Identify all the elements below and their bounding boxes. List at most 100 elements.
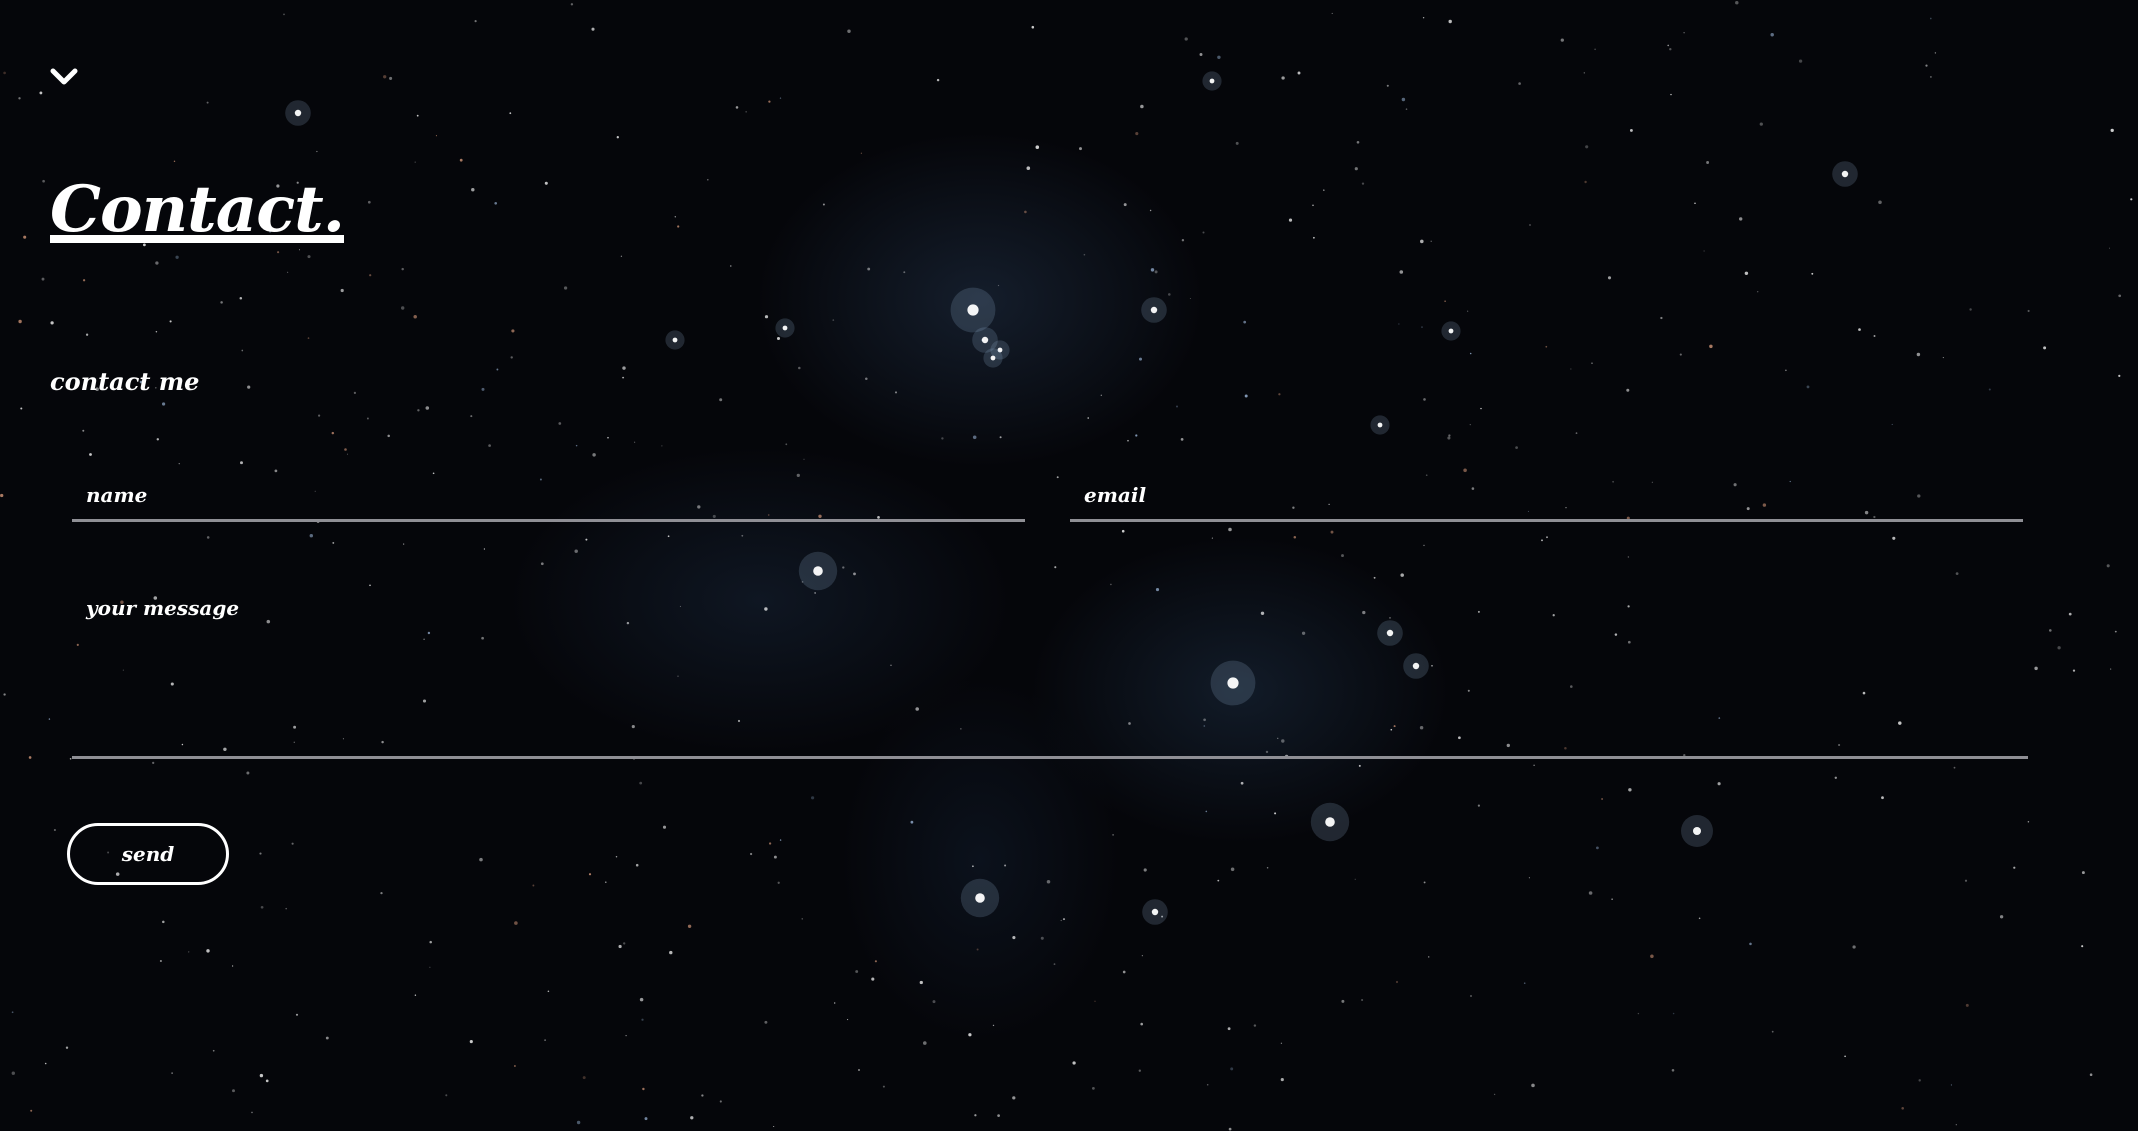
star bbox=[773, 1125, 775, 1128]
star bbox=[387, 434, 390, 438]
star bbox=[860, 152, 863, 154]
star bbox=[1031, 25, 1035, 29]
star bbox=[11, 1071, 15, 1075]
star bbox=[1430, 240, 1432, 242]
star bbox=[346, 453, 349, 455]
star bbox=[585, 538, 588, 541]
star bbox=[1161, 915, 1164, 918]
star bbox=[1749, 942, 1752, 946]
star bbox=[1670, 93, 1672, 96]
star bbox=[1053, 963, 1056, 965]
star bbox=[18, 319, 22, 324]
star bbox=[417, 409, 420, 412]
star bbox=[1313, 236, 1315, 239]
email-field[interactable] bbox=[1070, 470, 2023, 522]
star bbox=[2118, 374, 2121, 377]
star bbox=[41, 277, 45, 281]
star bbox=[1184, 37, 1188, 41]
star bbox=[1698, 917, 1701, 920]
star bbox=[1423, 881, 1426, 884]
star bbox=[1706, 161, 1710, 164]
star bbox=[1611, 898, 1613, 900]
star bbox=[745, 111, 747, 113]
star bbox=[212, 1049, 215, 1052]
star bbox=[1092, 1087, 1095, 1090]
star bbox=[1852, 945, 1856, 949]
bright-star bbox=[1448, 328, 1454, 334]
star bbox=[618, 944, 622, 949]
star bbox=[1929, 17, 1932, 20]
star bbox=[429, 940, 432, 944]
star bbox=[997, 284, 1000, 287]
star bbox=[1168, 293, 1171, 296]
star bbox=[1423, 398, 1426, 401]
star bbox=[997, 1114, 1000, 1117]
star bbox=[241, 349, 244, 352]
name-field[interactable] bbox=[72, 470, 1025, 522]
star bbox=[1281, 76, 1285, 80]
star bbox=[1427, 956, 1430, 958]
star bbox=[1274, 812, 1277, 815]
star bbox=[941, 437, 944, 440]
star bbox=[50, 321, 54, 325]
star bbox=[972, 865, 974, 868]
bright-star bbox=[990, 355, 996, 361]
star bbox=[1470, 995, 1472, 997]
star bbox=[894, 391, 898, 394]
star bbox=[494, 201, 498, 205]
star bbox=[239, 296, 243, 300]
star bbox=[1528, 877, 1530, 879]
star bbox=[576, 1120, 581, 1125]
star bbox=[1627, 556, 1630, 558]
star bbox=[932, 1000, 936, 1004]
star bbox=[1929, 75, 1932, 78]
star bbox=[1341, 554, 1344, 558]
star bbox=[231, 965, 234, 967]
star bbox=[155, 261, 159, 265]
star bbox=[1026, 166, 1031, 170]
star bbox=[416, 114, 419, 117]
star bbox=[669, 950, 673, 955]
star bbox=[173, 160, 176, 163]
star bbox=[1012, 936, 1016, 940]
star bbox=[1480, 407, 1482, 410]
star bbox=[1138, 1069, 1141, 1072]
star bbox=[1288, 218, 1293, 222]
star bbox=[0, 493, 4, 498]
star bbox=[999, 436, 1002, 439]
star bbox=[677, 225, 680, 228]
star bbox=[295, 1013, 299, 1016]
star bbox=[871, 977, 875, 981]
star bbox=[798, 366, 801, 370]
star bbox=[483, 548, 486, 550]
star bbox=[1811, 272, 1814, 275]
star bbox=[1679, 353, 1682, 356]
star bbox=[623, 942, 626, 945]
star bbox=[2081, 871, 2085, 875]
star bbox=[719, 1100, 722, 1103]
star bbox=[1584, 180, 1587, 184]
send-button[interactable]: send bbox=[67, 823, 229, 885]
star bbox=[380, 891, 383, 895]
star bbox=[1881, 796, 1884, 800]
star bbox=[232, 1089, 235, 1093]
star bbox=[867, 267, 871, 271]
star bbox=[509, 112, 512, 115]
chevron-down-icon[interactable] bbox=[50, 66, 78, 88]
star bbox=[1575, 432, 1578, 434]
star bbox=[1100, 394, 1102, 396]
star bbox=[575, 444, 578, 447]
star bbox=[1312, 204, 1314, 207]
bright-star bbox=[967, 304, 979, 316]
star bbox=[1901, 1107, 1904, 1110]
star bbox=[3, 71, 6, 75]
star bbox=[2130, 198, 2133, 201]
section-subtitle: contact me bbox=[50, 367, 200, 396]
star bbox=[215, 240, 218, 243]
star bbox=[639, 781, 643, 785]
star bbox=[1672, 1012, 1675, 1015]
star bbox=[1205, 810, 1208, 813]
star bbox=[1240, 781, 1244, 785]
message-field[interactable] bbox=[72, 588, 2028, 759]
star bbox=[1211, 537, 1213, 539]
